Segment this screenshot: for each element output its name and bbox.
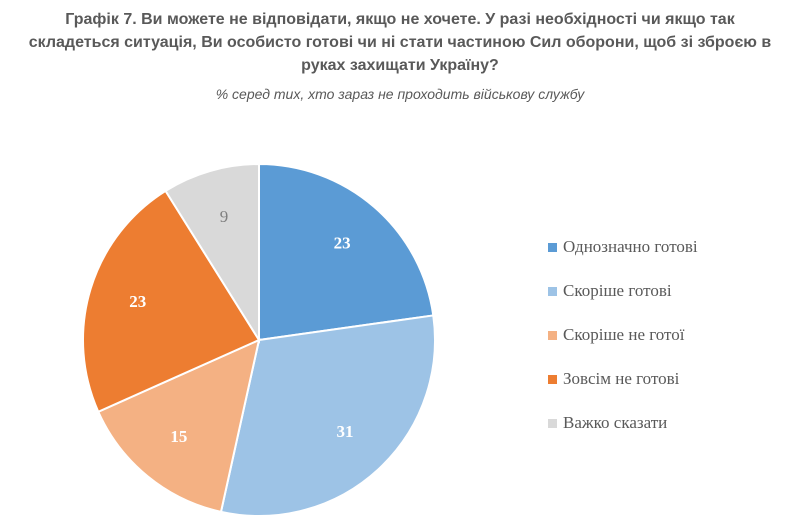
pie-slice-value-label: 31 [337,422,354,441]
pie-slice [82,189,261,414]
pie-slice-value-label: 23 [129,292,146,311]
legend-swatch [548,418,557,428]
legend-swatch [548,242,557,252]
legend-item: Скоріше не готої [548,324,788,346]
legend-label: Зовсім не готові [563,369,680,388]
legend-swatch [548,286,557,296]
chart-title: Графік 7. Ви можете не відповідати, якщо… [20,8,780,77]
pie-slice [219,314,436,517]
chart-title-line: складеться ситуація, Ви особисто готові … [28,34,772,51]
legend-label: Скоріше не готої [563,325,685,344]
legend-label: Скоріше готові [563,281,672,300]
chart-title-line: руках захищати Україну? [301,57,499,74]
legend-swatch [548,330,557,340]
legend-item: Однозначно готові [548,236,788,258]
legend-label: Важко сказати [563,413,668,432]
pie-slice-value-label: 23 [334,233,351,252]
pie-slice-value-label: 15 [170,427,187,446]
pie-slice-value-label: 9 [220,207,229,226]
pie-slice [164,162,260,344]
legend-item: Зовсім не готові [548,368,788,390]
legend-item: Важко сказати [548,412,788,434]
chart-subtitle: % серед тих, хто зараз не проходить війс… [215,86,585,102]
chart-legend: Однозначно готові Скоріше готові Скоріше н… [548,236,788,456]
pie-slice [258,162,435,342]
legend-swatch [548,374,557,384]
chart-title-line: Графік 7. Ви можете не відповідати, якщо… [65,11,735,28]
legend-item: Скоріше готові [548,280,788,302]
legend-label: Однозначно готові [563,237,698,256]
pie-slice [96,338,261,514]
